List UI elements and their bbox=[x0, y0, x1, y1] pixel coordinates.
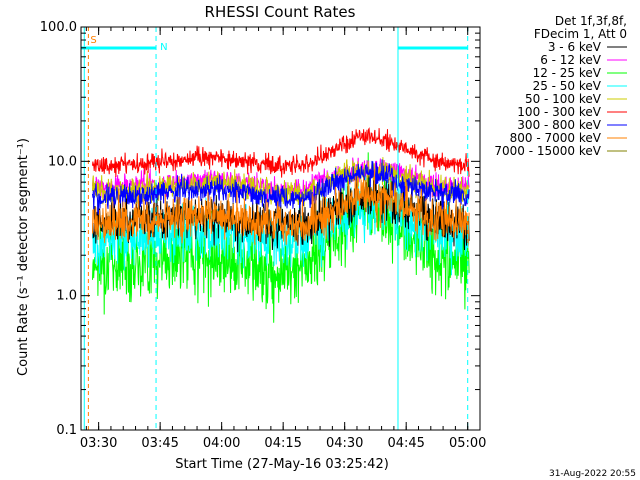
series-line bbox=[92, 169, 470, 247]
chart-title: RHESSI Count Rates bbox=[205, 3, 356, 21]
legend-header-line-2: FDecim 1, Att 0 bbox=[534, 27, 627, 41]
legend-entry-label: 6 - 12 keV bbox=[540, 53, 602, 67]
series-line bbox=[92, 175, 470, 276]
x-tick-label: 04:00 bbox=[203, 436, 240, 451]
legend-entry-label: 300 - 800 keV bbox=[517, 118, 601, 132]
series-line bbox=[92, 127, 470, 178]
x-tick-label: 05:00 bbox=[449, 436, 486, 451]
x-tick-label: 03:45 bbox=[141, 436, 178, 451]
legend-entry-label: 800 - 7000 keV bbox=[510, 131, 602, 145]
timestamp: 31-Aug-2022 20:55 bbox=[549, 469, 636, 479]
annotation-label: N bbox=[160, 42, 167, 53]
legend-entry-label: 25 - 50 keV bbox=[533, 79, 602, 93]
legend-header-line-1: Det 1f,3f,8f, bbox=[555, 14, 627, 28]
x-axis-label: Start Time (27-May-16 03:25:42) bbox=[175, 457, 389, 472]
legend-entry-label: 50 - 100 keV bbox=[525, 92, 602, 106]
legend-entry-label: 7000 - 15000 keV bbox=[494, 144, 601, 158]
x-tick-label: 04:30 bbox=[326, 436, 363, 451]
y-tick-label: 0.1 bbox=[56, 423, 77, 438]
y-axis-label: Count Rate (s⁻¹ detector segment⁻¹) bbox=[16, 138, 31, 376]
legend-entry-label: 3 - 6 keV bbox=[548, 40, 602, 54]
x-tick-label: 03:30 bbox=[80, 436, 117, 451]
x-tick-label: 04:15 bbox=[264, 436, 301, 451]
annotation-label: S bbox=[90, 35, 96, 46]
legend-entry-label: 100 - 300 keV bbox=[517, 105, 601, 119]
y-tick-label: 10.0 bbox=[48, 154, 77, 169]
plot-frame bbox=[80, 26, 481, 431]
y-tick-label: 1.0 bbox=[56, 289, 77, 304]
y-tick-label: 100.0 bbox=[40, 20, 77, 35]
x-tick-label: 04:45 bbox=[387, 436, 424, 451]
legend-entry-label: 12 - 25 keV bbox=[533, 66, 602, 80]
